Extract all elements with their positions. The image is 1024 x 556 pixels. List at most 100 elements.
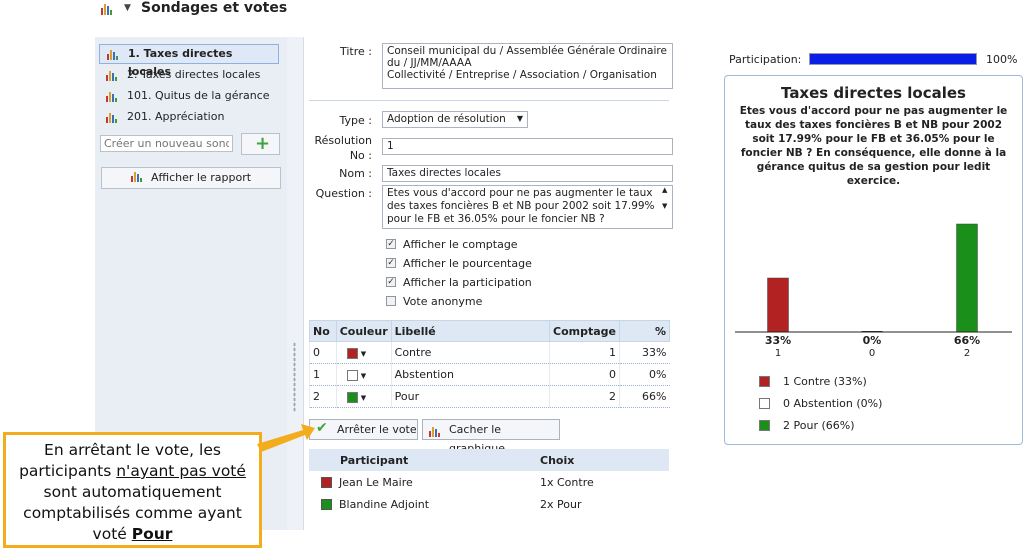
chart-bar — [956, 223, 978, 333]
stop-vote-label: Arrêter le vote — [337, 423, 417, 436]
chart-count-label: 0 — [869, 348, 875, 359]
legend-swatch — [759, 376, 770, 387]
row-no: 1 — [309, 363, 337, 386]
callout-text: voté — [92, 525, 132, 543]
stop-vote-button[interactable]: ✔ Arrêter le vote — [309, 419, 418, 440]
type-select-value: Adoption de résolution — [387, 113, 506, 125]
row-label[interactable]: Abstention — [390, 363, 550, 386]
callout-underlined-text: n'ayant pas voté — [116, 462, 246, 480]
row-percent: 0% — [618, 363, 670, 386]
row-percent: 33% — [618, 341, 670, 364]
checkbox-label: Afficher la participation — [403, 276, 532, 289]
callout-arrow-icon — [257, 424, 315, 452]
scroll-down-icon[interactable]: ▼ — [662, 202, 668, 210]
callout-line: participants n'ayant pas voté — [6, 461, 259, 482]
chevron-down-icon[interactable]: ▼ — [124, 3, 131, 13]
table-row[interactable]: 0 ▼ Contre 1 33% — [309, 341, 670, 364]
column-header: Comptage — [549, 320, 620, 342]
color-swatch[interactable] — [346, 391, 358, 403]
show-report-label: Afficher le rapport — [150, 171, 252, 184]
add-poll-button[interactable]: + — [241, 133, 280, 155]
color-picker[interactable]: ▼ — [335, 341, 392, 364]
scroll-up-icon[interactable]: ▲ — [662, 186, 668, 194]
column-header: % — [618, 320, 671, 342]
participation-bar — [809, 53, 977, 65]
chevron-down-icon[interactable]: ▼ — [360, 350, 367, 358]
page-header: ▼ Sondages et votes — [95, 0, 1024, 28]
callout-line: sont automatiquement — [43, 483, 222, 501]
chart-icon — [107, 49, 119, 60]
type-select[interactable]: Adoption de résolution ▼ — [382, 111, 528, 128]
participant-name: Jean Le Maire — [339, 475, 413, 489]
column-header: Libellé — [390, 320, 551, 342]
color-picker[interactable]: ▼ — [335, 385, 392, 408]
panel-splitter[interactable] — [287, 37, 304, 530]
row-percent: 66% — [618, 385, 670, 408]
divider — [309, 100, 669, 101]
bar-chart: 33%1 0%0 66%2 — [735, 223, 1012, 359]
chevron-down-icon: ▼ — [516, 114, 523, 123]
chart-percent-label: 66% — [954, 334, 980, 347]
question-label: Question : — [315, 187, 372, 200]
row-count: 1 — [549, 341, 620, 364]
chevron-down-icon[interactable]: ▼ — [360, 372, 367, 380]
plus-icon: + — [255, 133, 271, 154]
chevron-down-icon[interactable]: ▼ — [360, 394, 367, 402]
chart-icon — [106, 91, 118, 102]
sidebar-item-201[interactable]: 201. Appréciation — [99, 108, 277, 126]
results-chart-panel: Taxes directes locales Etes vous d'accor… — [724, 75, 1023, 445]
sidebar-item-label: 101. Quitus de la gérance — [127, 89, 270, 102]
sidebar-item-2[interactable]: 2. Taxes directes locales — [99, 66, 277, 84]
chart-icon — [106, 70, 118, 81]
question-scrollbar[interactable]: ▲ ▼ — [660, 186, 672, 228]
column-header: Couleur — [335, 320, 392, 342]
checkbox-checked-icon[interactable]: ✓ — [386, 258, 396, 268]
show-report-button[interactable]: Afficher le rapport — [101, 167, 281, 189]
callout-note: En arrêtant le vote, les participants n'… — [3, 432, 262, 548]
table-row[interactable]: 2 ▼ Pour 2 66% — [309, 385, 670, 408]
participation-bar-fill — [810, 54, 976, 64]
color-swatch[interactable] — [346, 369, 358, 381]
participant-name: Blandine Adjoint — [339, 497, 430, 511]
sidebar-item-101[interactable]: 101. Quitus de la gérance — [99, 87, 277, 105]
new-poll-input[interactable] — [100, 135, 233, 152]
sidebar-item-label: 201. Appréciation — [127, 110, 225, 123]
color-swatch[interactable] — [346, 347, 358, 359]
chart-count-label: 2 — [964, 348, 970, 359]
row-label[interactable]: Contre — [390, 341, 550, 364]
row-label[interactable]: Pour — [390, 385, 550, 408]
callout-line: comptabilisés comme ayant — [23, 504, 242, 522]
table-header: No Couleur Libellé Comptage % — [309, 320, 671, 342]
resolution-number-field[interactable]: 1 — [382, 138, 673, 155]
color-swatch — [321, 477, 332, 488]
chart-percent-label: 0% — [863, 334, 882, 347]
table-row[interactable]: 1 ▼ Abstention 0 0% — [309, 363, 670, 386]
chart-icon — [106, 112, 118, 123]
page-title: Sondages et votes — [141, 0, 288, 16]
drag-handle-icon[interactable] — [293, 342, 296, 412]
nom-label: Nom : — [339, 167, 372, 180]
checkbox-label: Vote anonyme — [403, 295, 483, 308]
checkbox-checked-icon[interactable]: ✓ — [386, 239, 396, 249]
table-header: Participant Choix — [309, 449, 669, 471]
chart-title: Taxes directes locales — [781, 84, 966, 102]
resolution-label: Résolution No : — [314, 134, 372, 162]
sidebar-item-1[interactable]: 1. Taxes directes locales — [99, 44, 279, 78]
table-row: Jean Le Maire 1x Contre — [309, 471, 669, 493]
legend-label: 2 Pour (66%) — [783, 419, 855, 432]
callout-line: En arrêtant le vote, les — [44, 441, 221, 459]
callout-text: participants — [19, 462, 117, 480]
checkbox-checked-icon[interactable]: ✓ — [386, 277, 396, 287]
chart-hide-icon — [429, 426, 441, 437]
question-field[interactable]: Etes vous d'accord pour ne pas augmenter… — [382, 185, 673, 229]
type-label: Type : — [339, 114, 372, 127]
color-picker[interactable]: ▼ — [335, 363, 392, 386]
legend-label: 0 Abstention (0%) — [783, 397, 883, 410]
title-field[interactable]: Conseil municipal du / Assemblée Général… — [382, 43, 673, 89]
checkbox-unchecked-icon[interactable] — [386, 296, 396, 306]
participation-value: 100% — [986, 53, 1018, 66]
nom-field[interactable]: Taxes directes locales — [382, 165, 673, 182]
column-header: No — [309, 320, 337, 342]
hide-chart-button[interactable]: Cacher le graphique — [422, 419, 560, 455]
participant-choice: 2x Pour — [540, 497, 582, 511]
